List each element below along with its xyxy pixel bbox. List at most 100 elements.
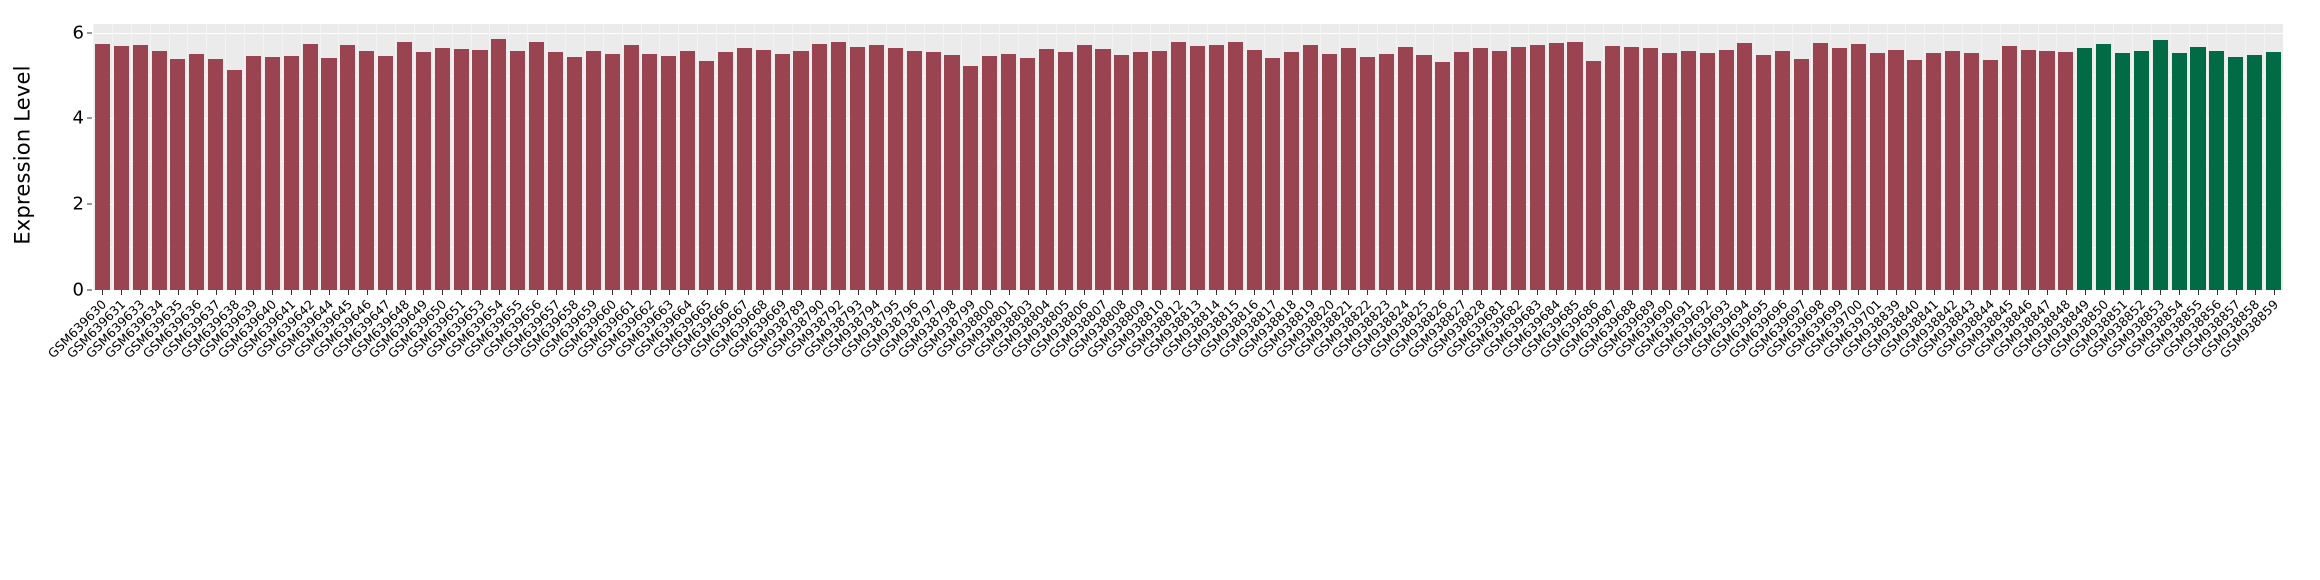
bar[interactable] bbox=[547, 52, 564, 290]
bar[interactable] bbox=[415, 52, 431, 290]
bar[interactable] bbox=[2096, 44, 2112, 290]
bar[interactable] bbox=[2228, 57, 2244, 290]
bar[interactable] bbox=[283, 55, 299, 290]
bar[interactable] bbox=[2266, 51, 2282, 290]
bar[interactable] bbox=[925, 51, 941, 290]
bar[interactable] bbox=[850, 46, 866, 290]
bar[interactable] bbox=[1718, 50, 1734, 290]
bar[interactable] bbox=[717, 51, 733, 290]
bar[interactable] bbox=[1057, 51, 1073, 290]
bar[interactable] bbox=[1491, 51, 1508, 290]
bar[interactable] bbox=[661, 56, 677, 290]
bar[interactable] bbox=[2209, 51, 2225, 290]
bar[interactable] bbox=[491, 38, 507, 290]
bar[interactable] bbox=[1907, 59, 1923, 290]
bar[interactable] bbox=[1548, 43, 1564, 290]
bar[interactable] bbox=[529, 41, 545, 290]
bar[interactable] bbox=[1737, 43, 1753, 290]
bar[interactable] bbox=[1794, 58, 1810, 290]
bar[interactable] bbox=[1284, 51, 1300, 290]
bar[interactable] bbox=[1775, 51, 1791, 290]
bar[interactable] bbox=[1359, 57, 1375, 290]
bar[interactable] bbox=[208, 59, 224, 290]
bar[interactable] bbox=[642, 54, 658, 290]
bar[interactable] bbox=[359, 50, 375, 290]
bar[interactable] bbox=[227, 69, 243, 290]
bar[interactable] bbox=[434, 48, 450, 290]
bar[interactable] bbox=[680, 51, 696, 290]
bar[interactable] bbox=[623, 45, 639, 290]
bar[interactable] bbox=[1152, 51, 1168, 290]
bar[interactable] bbox=[944, 54, 960, 290]
bar[interactable] bbox=[1133, 51, 1149, 290]
bar[interactable] bbox=[510, 51, 526, 290]
bar[interactable] bbox=[812, 43, 828, 290]
bar[interactable] bbox=[566, 56, 582, 290]
bar[interactable] bbox=[2077, 48, 2093, 290]
bar[interactable] bbox=[1529, 45, 1545, 290]
bar[interactable] bbox=[699, 61, 715, 290]
bar[interactable] bbox=[1963, 53, 1980, 290]
bar[interactable] bbox=[2190, 46, 2206, 290]
bar[interactable] bbox=[94, 43, 110, 290]
bar[interactable] bbox=[1850, 44, 1866, 290]
bar[interactable] bbox=[302, 44, 318, 290]
bar[interactable] bbox=[1397, 46, 1413, 290]
bar[interactable] bbox=[189, 54, 205, 290]
bar[interactable] bbox=[1416, 54, 1432, 290]
bar[interactable] bbox=[887, 48, 903, 290]
bar[interactable] bbox=[1945, 50, 1961, 290]
bar[interactable] bbox=[1435, 61, 1451, 290]
bar[interactable] bbox=[1001, 53, 1017, 290]
bar[interactable] bbox=[1340, 47, 1357, 290]
bar[interactable] bbox=[1926, 53, 1942, 290]
bar[interactable] bbox=[1473, 48, 1489, 290]
bar[interactable] bbox=[1454, 52, 1470, 290]
bar[interactable] bbox=[1510, 46, 1526, 290]
bar[interactable] bbox=[151, 51, 167, 290]
bar[interactable] bbox=[1756, 54, 1772, 290]
bar[interactable] bbox=[472, 49, 488, 290]
bar[interactable] bbox=[1812, 42, 1828, 290]
bar[interactable] bbox=[793, 50, 809, 290]
bar[interactable] bbox=[831, 42, 847, 290]
bar[interactable] bbox=[1189, 46, 1205, 290]
bar[interactable] bbox=[1624, 47, 1640, 290]
bar[interactable] bbox=[585, 50, 601, 290]
bar[interactable] bbox=[1019, 57, 1036, 290]
bar[interactable] bbox=[1038, 48, 1054, 290]
bar[interactable] bbox=[1699, 52, 1715, 290]
bar[interactable] bbox=[868, 45, 885, 290]
bar[interactable] bbox=[755, 50, 771, 290]
bar[interactable] bbox=[1888, 49, 1904, 290]
bar[interactable] bbox=[774, 54, 790, 290]
bar[interactable] bbox=[982, 56, 998, 290]
bar[interactable] bbox=[1567, 42, 1583, 290]
bar[interactable] bbox=[1661, 52, 1677, 290]
bar[interactable] bbox=[604, 54, 620, 290]
bar[interactable] bbox=[2133, 50, 2149, 290]
bar[interactable] bbox=[1378, 53, 1394, 290]
bar[interactable] bbox=[1605, 46, 1621, 290]
bar[interactable] bbox=[113, 45, 129, 290]
bar[interactable] bbox=[2247, 54, 2263, 290]
bar[interactable] bbox=[340, 44, 356, 290]
bar[interactable] bbox=[453, 48, 469, 290]
bar[interactable] bbox=[1982, 60, 1998, 290]
bar[interactable] bbox=[1303, 44, 1319, 290]
bar[interactable] bbox=[378, 56, 394, 290]
bar[interactable] bbox=[1171, 42, 1187, 290]
bar[interactable] bbox=[1642, 48, 1659, 290]
bar[interactable] bbox=[736, 47, 752, 290]
bar[interactable] bbox=[1227, 42, 1243, 290]
bar[interactable] bbox=[963, 66, 979, 290]
bar[interactable] bbox=[2058, 51, 2074, 290]
bar[interactable] bbox=[1586, 61, 1602, 290]
bar[interactable] bbox=[1869, 52, 1885, 290]
bar[interactable] bbox=[1095, 49, 1111, 290]
bar[interactable] bbox=[2020, 50, 2036, 290]
bar[interactable] bbox=[1322, 54, 1338, 290]
bar[interactable] bbox=[245, 56, 262, 290]
bar[interactable] bbox=[2114, 53, 2131, 290]
bar[interactable] bbox=[396, 42, 413, 290]
